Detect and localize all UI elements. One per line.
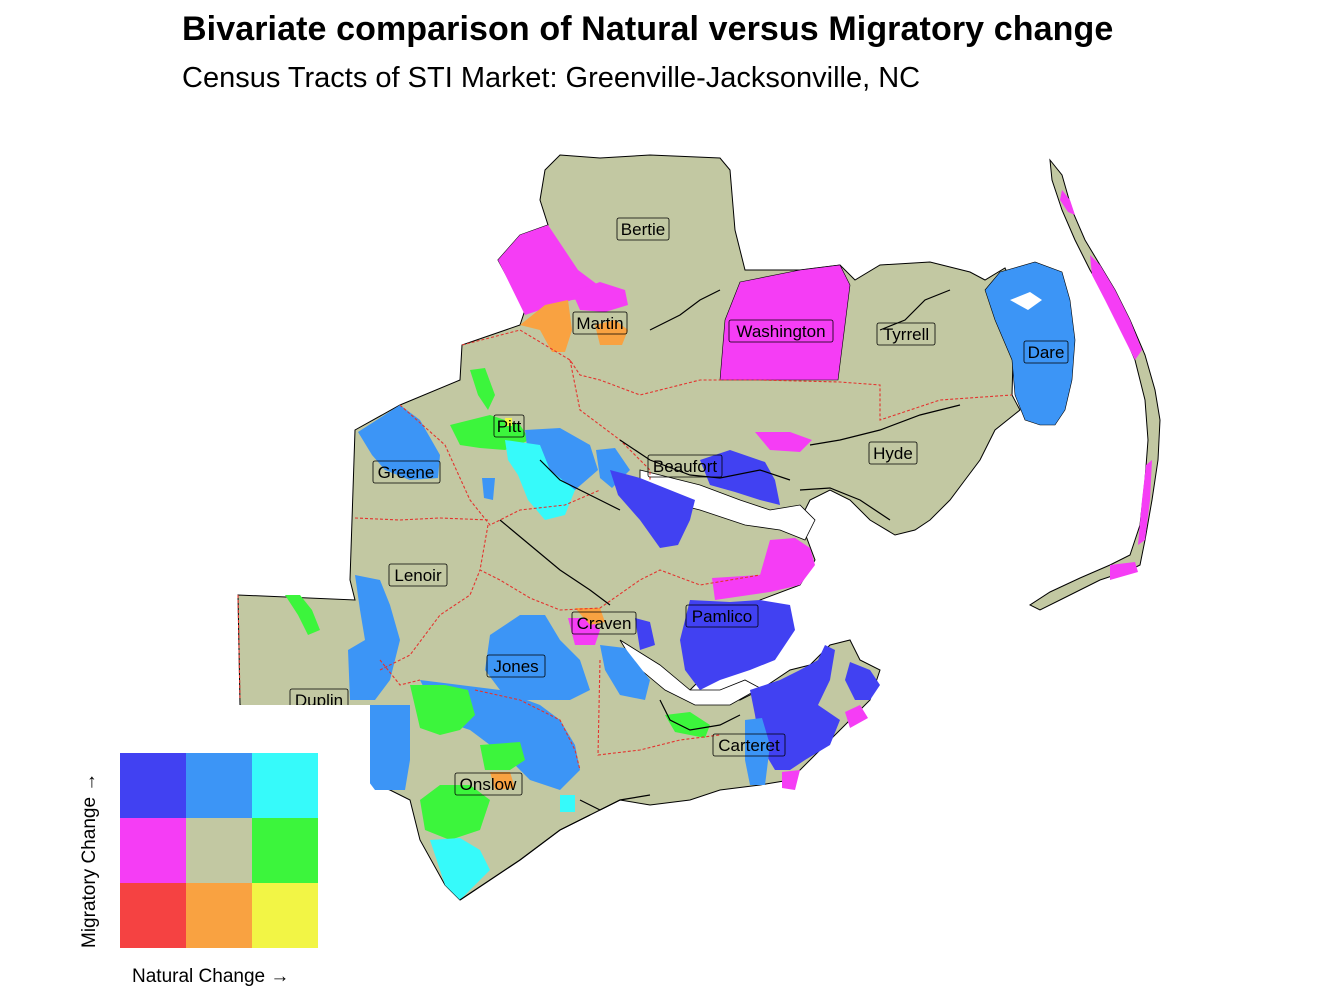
svg-text:Carteret: Carteret <box>718 736 780 755</box>
tract-martin-orange-2 <box>595 320 628 345</box>
county-boundaries <box>237 329 1013 771</box>
county-label-onslow: Onslow <box>454 772 523 796</box>
county-label-hyde: Hyde <box>868 441 918 465</box>
tract-pamlico-indigo <box>680 600 795 690</box>
svg-text:Dare: Dare <box>1028 343 1065 362</box>
tract-martin-magenta <box>572 282 628 312</box>
tract-martin-orange-1 <box>520 300 572 352</box>
legend-cell-high-mig-mid-nat <box>186 753 252 818</box>
svg-text:Hyde: Hyde <box>873 444 913 463</box>
svg-text:Pitt: Pitt <box>497 417 522 436</box>
tract-washington <box>719 264 851 381</box>
tract-jones-blue <box>485 615 590 700</box>
tract-pitt-yellow <box>505 418 512 426</box>
tract-beaufort-indigo-2 <box>700 450 780 505</box>
tract-craven-magenta <box>568 618 600 645</box>
legend-cell-low-mig-mid-nat <box>186 883 252 948</box>
svg-text:Washington: Washington <box>736 322 825 341</box>
county-label-pitt: Pitt <box>493 414 525 438</box>
tract-carteret-indigo-2 <box>845 662 880 700</box>
dare-island-inlet <box>1010 292 1042 310</box>
svg-text:Martin: Martin <box>576 314 623 333</box>
tract-dare-blue <box>984 261 1076 426</box>
tract-carteret-magenta-2 <box>782 770 800 790</box>
legend-cell-low-mig-high-nat <box>252 883 318 948</box>
legend-cell-mid-mig-mid-nat <box>186 818 252 883</box>
tract-craven-indigo <box>635 618 655 650</box>
coastline-detail <box>459 289 961 901</box>
chart-subtitle: Census Tracts of STI Market: Greenville-… <box>182 62 921 94</box>
tract-pitt-green-1 <box>470 368 495 410</box>
svg-text:Lenoir: Lenoir <box>394 566 442 585</box>
county-label-bertie: Bertie <box>616 217 670 241</box>
county-label-washington: Washington <box>728 319 834 343</box>
svg-text:Bertie: Bertie <box>621 220 665 239</box>
svg-text:Tyrrell: Tyrrell <box>883 325 929 344</box>
tract-carteret-blue <box>745 718 770 785</box>
county-label-pamlico: Pamlico <box>685 604 759 628</box>
tract-carteret-magenta-1 <box>845 705 868 728</box>
county-label-carteret: Carteret <box>712 733 786 757</box>
legend-cell-low-mig-low-nat <box>120 883 186 948</box>
tract-carteret-green <box>665 712 710 738</box>
tract-onslow-green-2 <box>480 742 525 770</box>
svg-text:Beaufort: Beaufort <box>653 457 718 476</box>
legend-cell-high-mig-low-nat <box>120 753 186 818</box>
svg-text:Pamlico: Pamlico <box>692 607 752 626</box>
tract-obx-south-magenta <box>1138 460 1152 545</box>
tract-duplin-green <box>285 595 320 635</box>
svg-text:Onslow: Onslow <box>460 775 517 794</box>
tract-onslow-orange <box>490 772 515 790</box>
legend-cell-mid-mig-low-nat <box>120 818 186 883</box>
county-label-dare: Dare <box>1023 340 1069 364</box>
county-label-beaufort: Beaufort <box>647 454 723 478</box>
legend-x-axis-label: Natural Change → <box>132 966 290 987</box>
county-label-greene: Greene <box>372 460 441 484</box>
tract-onslow-cyan-small <box>560 795 575 812</box>
chart-title: Bivariate comparison of Natural versus M… <box>182 10 1114 48</box>
tract-pitt-blue-small <box>482 478 495 500</box>
bivariate-legend <box>120 753 318 948</box>
tract-craven-blue <box>600 645 650 700</box>
tract-onslow-green-1 <box>410 685 475 735</box>
legend-y-axis-label: Migratory Change → <box>79 772 100 948</box>
legend-cell-mid-mig-high-nat <box>252 818 318 883</box>
tract-obx-mid-magenta <box>1090 255 1142 360</box>
tract-beaufort-magenta <box>755 432 812 452</box>
tract-pamlico-magenta <box>712 538 815 600</box>
tract-ocracoke-magenta <box>1110 562 1138 580</box>
county-label-tyrrell: Tyrrell <box>876 322 936 346</box>
tract-onslow-cyan <box>430 838 490 900</box>
legend-cell-high-mig-high-nat <box>252 753 318 818</box>
svg-text:Jones: Jones <box>493 657 538 676</box>
svg-text:Greene: Greene <box>378 463 435 482</box>
county-label-jones: Jones <box>486 654 546 678</box>
tract-beaufort-indigo-1 <box>610 470 695 548</box>
svg-text:Craven: Craven <box>577 614 632 633</box>
tract-pitt-cyan <box>505 440 575 520</box>
county-label-craven: Craven <box>571 611 637 635</box>
tract-duplin-blue <box>360 705 410 790</box>
county-label-lenoir: Lenoir <box>388 563 448 587</box>
tract-obx-north-magenta <box>1060 190 1075 215</box>
tract-onslow-green-3 <box>420 785 490 840</box>
tract-carteret-indigo-1 <box>750 645 840 770</box>
county-label-martin: Martin <box>572 311 628 335</box>
